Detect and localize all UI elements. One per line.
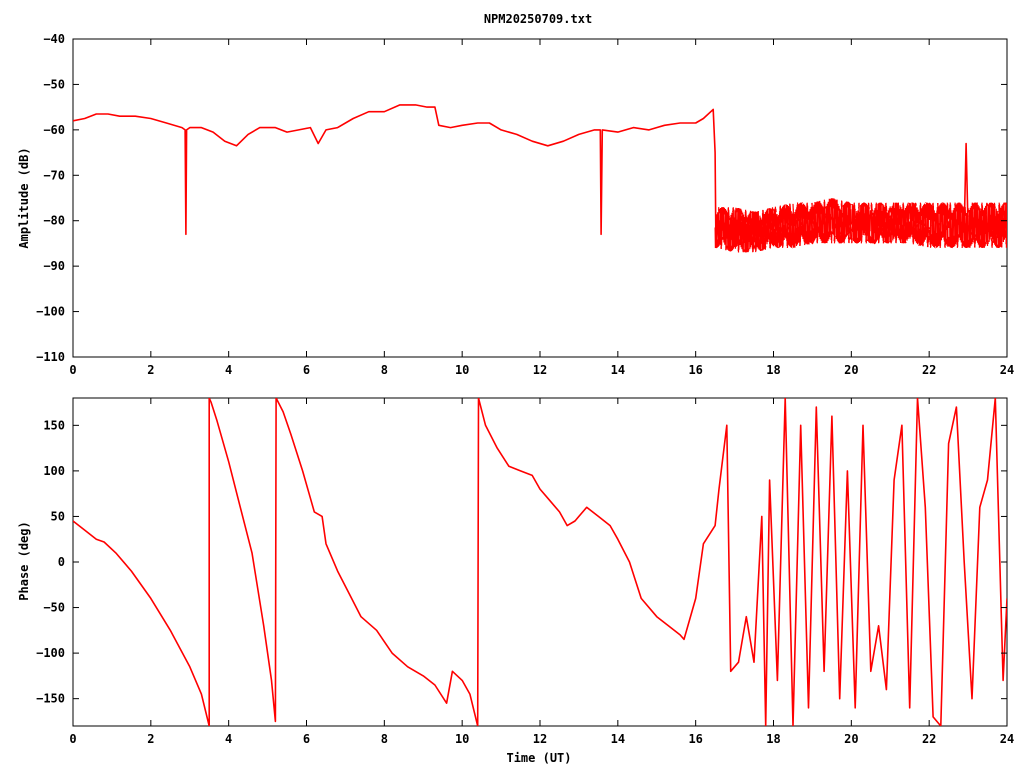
chart-title: NPM20250709.txt bbox=[484, 12, 592, 26]
amplitude-x-tick-label: 24 bbox=[1000, 363, 1014, 377]
amplitude-x-tick-label: 20 bbox=[844, 363, 858, 377]
phase-x-tick-label: 2 bbox=[147, 732, 154, 746]
phase-x-tick-label: 0 bbox=[69, 732, 76, 746]
amplitude-x-tick-label: 0 bbox=[69, 363, 76, 377]
amplitude-y-tick-label: −100 bbox=[36, 305, 65, 319]
amplitude-x-tick-label: 10 bbox=[455, 363, 469, 377]
amplitude-x-tick-label: 8 bbox=[381, 363, 388, 377]
amplitude-x-tick-label: 16 bbox=[688, 363, 702, 377]
phase-chart: 0 2 4 6 8 10 12 14 16 18 20 22 24−150−100−5005010015… bbox=[17, 397, 1014, 765]
phase-x-tick-label: 6 bbox=[303, 732, 310, 746]
amplitude-y-tick-label: −40 bbox=[43, 32, 65, 46]
phase-x-tick-label: 12 bbox=[533, 732, 547, 746]
amplitude-x-tick-label: 14 bbox=[611, 363, 625, 377]
phase-x-tick-label: 20 bbox=[844, 732, 858, 746]
phase-x-tick-label: 4 bbox=[225, 732, 232, 746]
amplitude-y-tick-label: −90 bbox=[43, 259, 65, 273]
phase-x-tick-label: 18 bbox=[766, 732, 780, 746]
phase-x-tick-label: 10 bbox=[455, 732, 469, 746]
amplitude-x-tick-label: 6 bbox=[303, 363, 310, 377]
amplitude-ticks: 0 2 4 6 8 10 12 14 16 18 20 22 24−110−100−90−80−70−6… bbox=[36, 32, 1014, 377]
amplitude-x-tick-label: 18 bbox=[766, 363, 780, 377]
phase-y-tick-label: −100 bbox=[36, 646, 65, 660]
amplitude-x-tick-label: 12 bbox=[533, 363, 547, 377]
phase-x-tick-label: 22 bbox=[922, 732, 936, 746]
phase-x-tick-label: 8 bbox=[381, 732, 388, 746]
time-x-axis-label: Time (UT) bbox=[506, 751, 571, 765]
phase-series-line bbox=[73, 398, 1007, 726]
phase-y-tick-label: 100 bbox=[43, 464, 65, 478]
amplitude-y-tick-label: −60 bbox=[43, 123, 65, 137]
phase-x-tick-label: 16 bbox=[688, 732, 702, 746]
phase-y-tick-label: −150 bbox=[36, 692, 65, 706]
phase-y-tick-label: 150 bbox=[43, 418, 65, 432]
phase-y-tick-label: 0 bbox=[58, 555, 65, 569]
amplitude-series-line bbox=[73, 104, 1007, 249]
amplitude-x-tick-label: 2 bbox=[147, 363, 154, 377]
amplitude-y-tick-label: −70 bbox=[43, 168, 65, 182]
phase-y-axis-label: Phase (deg) bbox=[17, 521, 31, 600]
amplitude-y-axis-label: Amplitude (dB) bbox=[17, 147, 31, 248]
amplitude-y-tick-label: −80 bbox=[43, 214, 65, 228]
amplitude-y-tick-label: −110 bbox=[36, 350, 65, 364]
phase-x-tick-label: 24 bbox=[1000, 732, 1014, 746]
phase-x-tick-label: 14 bbox=[611, 732, 625, 746]
amplitude-x-tick-label: 4 bbox=[225, 363, 232, 377]
amplitude-chart: NPM20250709.txt 0 2 4 6 8 10 12 14 16 18 20 22 24−11… bbox=[17, 12, 1014, 377]
amplitude-x-tick-label: 22 bbox=[922, 363, 936, 377]
amplitude-y-tick-label: −50 bbox=[43, 77, 65, 91]
phase-ticks: 0 2 4 6 8 10 12 14 16 18 20 22 24−150−100−5005010015… bbox=[36, 398, 1014, 746]
phase-y-tick-label: −50 bbox=[43, 601, 65, 615]
phase-y-tick-label: 50 bbox=[51, 509, 65, 523]
